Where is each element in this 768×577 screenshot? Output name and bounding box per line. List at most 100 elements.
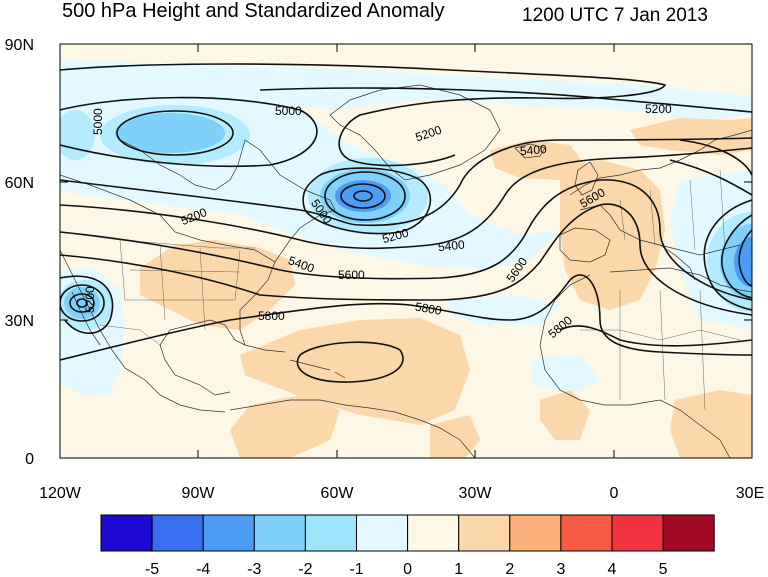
contour-label: 5600 [338, 268, 365, 282]
pos-anomaly-scandinavia [630, 118, 752, 155]
coast-greenland [329, 84, 501, 181]
neg-anomaly-africa [530, 355, 600, 395]
colorbar-tick-label: 0 [403, 561, 412, 577]
colorbar-tick-label: 3 [556, 561, 565, 577]
pos-anomaly-gulf-us [140, 240, 295, 330]
border-mexico [99, 324, 161, 346]
contour-5600-us [60, 179, 752, 301]
contour-labrador-4800 [340, 183, 386, 209]
colorbar-tick-label: -2 [298, 561, 312, 577]
colorbar-labels: -5 -4 -3 -2 -1 0 1 2 3 4 5 [145, 561, 668, 577]
coast-africa [539, 267, 752, 458]
coast-north-america [60, 139, 336, 263]
lon-label: 0 [610, 485, 619, 502]
lon-label: 90W [182, 485, 216, 502]
contour-5800-africa [559, 325, 752, 347]
border-us-states [119, 239, 241, 331]
colorbar-box [356, 514, 409, 552]
colorbar-box [611, 514, 664, 552]
lon-label: 30W [459, 485, 493, 502]
colorbar-box [100, 514, 153, 552]
contour-west-atlantic [60, 275, 114, 334]
contour-med-1 [703, 199, 752, 311]
contour-label: 5400 [437, 237, 465, 254]
colorbar-tick-label: -3 [247, 561, 261, 577]
coast-iceland [514, 143, 546, 159]
colorbar-box [151, 514, 204, 552]
colorbar-box [304, 514, 357, 552]
border-us-canada [60, 231, 255, 249]
pos-anomaly-north-atlantic [490, 140, 585, 180]
contour-label: 5400 [519, 142, 547, 158]
pos-anomaly-caribbean [240, 318, 470, 425]
pos-anomaly-brazil [430, 415, 480, 458]
colorbar-box [407, 514, 460, 552]
contour-labrador-outer [302, 167, 432, 235]
pos-anomaly-east-africa [670, 390, 752, 458]
lat-label: 0 [25, 451, 34, 468]
contour-label: 5000 [275, 104, 302, 118]
axis-ticks [59, 43, 753, 459]
contour-label: 5000 [91, 108, 105, 135]
colorbar-box [509, 514, 562, 552]
contour-5200-canada [60, 137, 752, 227]
lon-label: 60W [321, 485, 355, 502]
contour-5200-polar [259, 87, 752, 113]
contour-med-3 [738, 229, 752, 287]
coastlines [60, 84, 752, 458]
contour-europe-east [669, 139, 752, 196]
colorbar-box [253, 514, 306, 552]
lon-label: 120W [39, 485, 82, 502]
contour-label: 5200 [645, 102, 672, 116]
lat-label: 60N [5, 175, 34, 192]
border-europe [619, 169, 726, 251]
colorbar-tick-label: 5 [659, 561, 668, 577]
contour-hudson-inner [116, 110, 234, 156]
lon-label: 30E [736, 485, 764, 502]
coast-south-america [229, 399, 476, 458]
contour-label: 5800 [258, 309, 285, 323]
contour-5200-north [60, 63, 667, 167]
contour-labrador-low [353, 190, 373, 202]
contour-labrador-5000 [324, 171, 406, 221]
contour-baja-core [76, 298, 88, 308]
colorbar-tick-label: 1 [454, 561, 463, 577]
contour-5000-hudson [60, 96, 318, 168]
contour-label: 5200 [381, 226, 411, 247]
contour-5800-main [60, 274, 752, 361]
contour-5600-b [60, 203, 752, 316]
lat-label: 30N [5, 313, 34, 330]
contour-baja-low [60, 284, 105, 322]
colorbar-tick-label: -4 [196, 561, 210, 577]
colorbar-tick-label: 2 [505, 561, 514, 577]
colorbar-box [662, 514, 715, 552]
neg-core-labrador-deep [335, 180, 391, 212]
contour-label: 5800 [414, 300, 443, 318]
colorbar-tick-label: -1 [349, 561, 363, 577]
neg-anomaly-arctic-band [60, 60, 752, 120]
coast-italy [659, 244, 696, 281]
coast-us-west [60, 249, 226, 413]
coast-iberia [559, 227, 611, 263]
valid-time: 1200 UTC 7 Jan 2013 [522, 5, 708, 26]
map-title: 500 hPa Height and Standardized Anomaly [62, 0, 445, 22]
colorbar-box [458, 514, 511, 552]
colorbar-tick-label: -5 [145, 561, 159, 577]
colorbar-box [202, 514, 255, 552]
colorbar-tick-label: 4 [608, 561, 617, 577]
contour-baja-inner [69, 293, 95, 313]
neg-core-mediterranean-deep [734, 237, 752, 287]
lat-label: 90N [5, 37, 34, 54]
contour-med-2 [721, 214, 752, 299]
longitude-labels: 120W 90W 60W 30W 0 30E [39, 485, 764, 502]
pos-anomaly-west-africa [540, 390, 590, 440]
map-frame [59, 43, 753, 459]
coast-baja [71, 291, 101, 346]
contour-5400-canada [60, 147, 752, 250]
neg-core-west-coast [60, 110, 95, 160]
neg-core-hudson-inner [115, 113, 225, 153]
pos-anomaly-iberia [560, 160, 665, 310]
contour-5800-caribbean [296, 341, 404, 383]
colorbar-box [560, 514, 613, 552]
